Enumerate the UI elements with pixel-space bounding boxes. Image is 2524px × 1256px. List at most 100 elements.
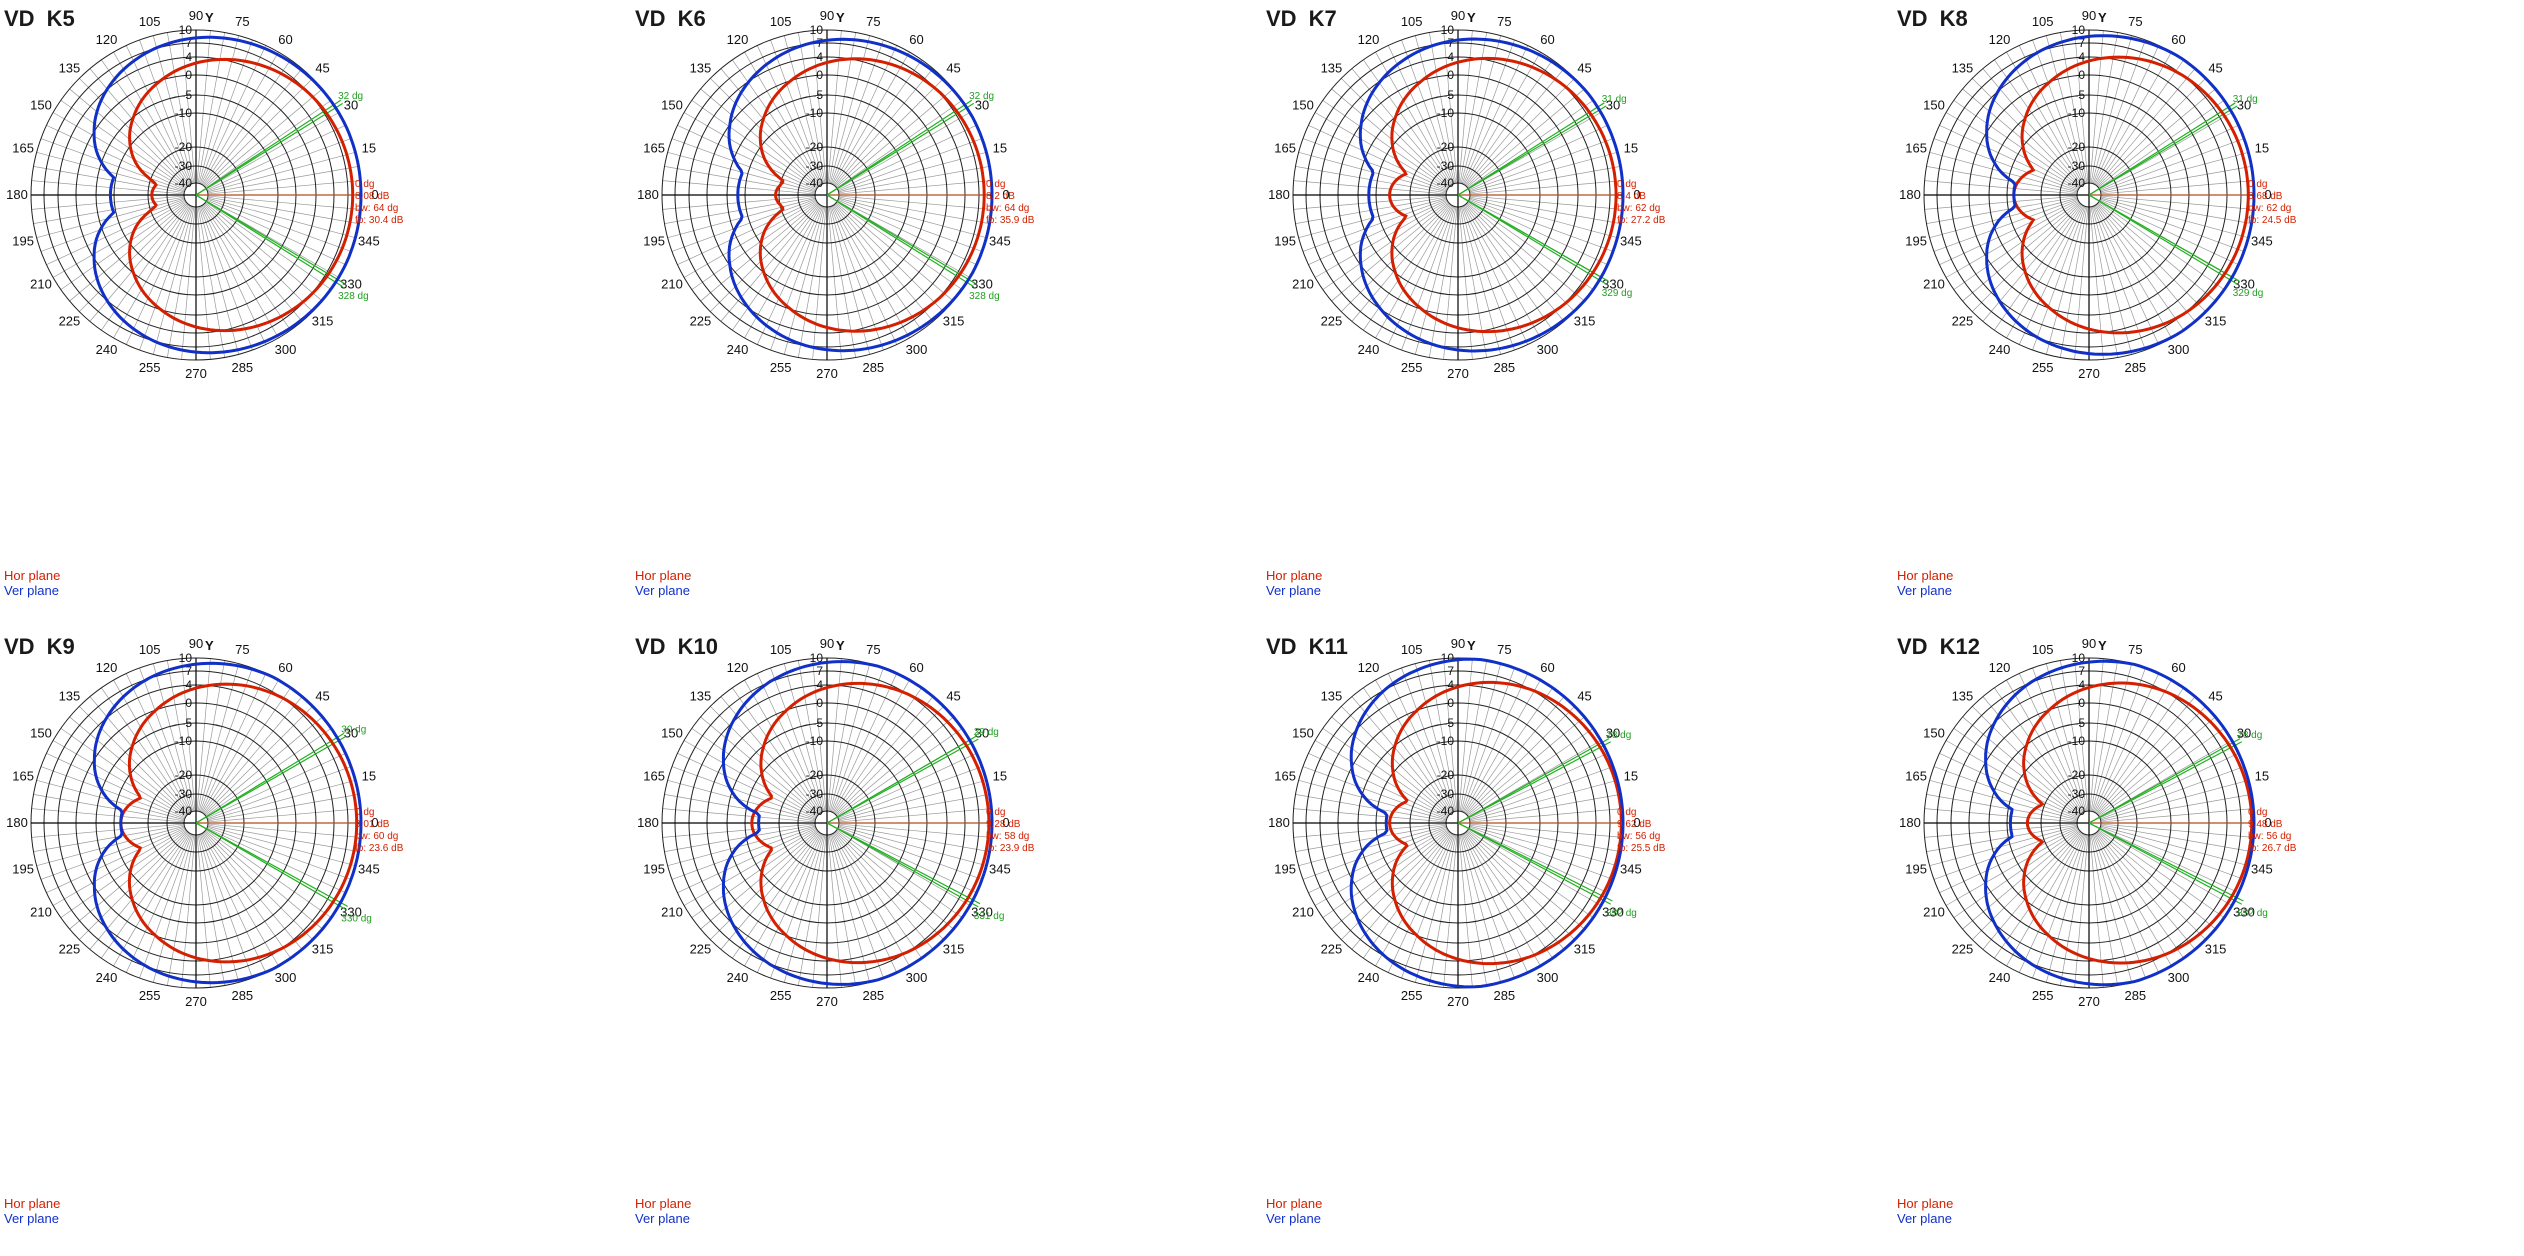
beamwidth-label: 31 dg [2233,94,2258,105]
grid-spoke [1460,663,1502,812]
grid-spoke [1302,198,1447,252]
beamwidth-label: 32 dg [969,91,994,102]
angle-tick-label: 75 [2128,642,2142,657]
grid-spoke [1466,830,1585,930]
angle-tick-label: 255 [139,988,161,1003]
grid-spoke [2098,728,2225,817]
grid-spoke [1933,198,2078,252]
grid-spoke [200,833,267,973]
beamwidth-line [2088,105,2238,196]
grid-spoke [732,687,821,814]
grid-spoke [46,124,186,191]
angle-tick-label: 210 [1292,905,1314,920]
ring-db-label: 7 [2078,36,2085,50]
grid-spoke [1460,35,1502,184]
angle-tick-label: 210 [30,905,52,920]
grid-spoke [671,138,816,192]
grid-spoke [836,829,963,918]
vertical-plane-pattern [1349,657,1625,989]
grid-spoke [2100,197,2249,239]
vertical-plane-pattern [1358,37,1625,353]
beamwidth-label: 332 dg [1606,908,1637,919]
grid-spoke [207,196,359,224]
grid-spoke [1467,829,1594,918]
grid-spoke [1295,794,1447,822]
angle-tick-label: 240 [727,342,749,357]
angle-tick-label: 330 [340,277,362,292]
panel-title: VD K12 [1897,634,1981,659]
grid-spoke [836,100,963,189]
pattern-info-text: 0 dg [355,179,374,190]
grid-spoke [52,200,186,278]
grid-spoke [838,766,983,820]
grid-spoke [833,832,922,959]
ring-db-label: -5 [1443,716,1454,730]
grid-spoke [828,834,856,986]
grid-spoke [33,196,185,224]
legend-hor-plane: Hor plane [635,568,692,583]
grid-spoke [205,829,332,918]
angle-tick-label: 45 [315,688,329,703]
grid-spoke [833,204,922,331]
pattern-info-text: 8.2 dB [986,191,1015,202]
grid-spoke [1308,752,1448,819]
grid-spoke [201,833,279,967]
grid-spoke [1939,827,2079,894]
angle-tick-label: 135 [1321,688,1343,703]
angle-tick-label: 135 [690,688,712,703]
grid-spoke [1994,59,2083,186]
beamwidth-label: 329 dg [1602,288,1633,299]
grid-spoke [1972,831,2081,940]
grid-spoke [2092,206,2146,351]
grid-spoke [2096,68,2196,187]
grid-spoke [125,833,192,973]
angle-tick-label: 180 [6,815,28,830]
grid-spoke [1462,833,1529,973]
ring-db-label: -40 [2068,176,2086,190]
grid-spoke [835,706,944,815]
angle-tick-label: 195 [1274,861,1296,876]
angle-tick-label: 210 [30,277,52,292]
grid-spoke [2006,679,2084,813]
grid-spoke [1972,203,2081,312]
pattern-info-text: fb: 26.7 dB [2248,843,2297,854]
grid-spoke [2094,205,2172,339]
beamwidth-line [2088,738,2241,824]
pattern-info-text: fb: 30.4 dB [355,215,404,226]
beamwidth-line [1457,194,1607,285]
grid-spoke [838,198,983,252]
grid-spoke [101,204,190,331]
grid-spoke [1924,195,2078,210]
angle-tick-label: 0 [1633,815,1640,830]
grid-spoke [2100,766,2245,820]
y-axis-label: Y [836,638,845,653]
ring-db-label: -5 [812,716,823,730]
grid-spoke [1469,794,1621,822]
grid-spoke [838,808,992,823]
grid-spoke [2092,39,2146,184]
polar-panel: 90 75 60 45 30 15 0 345 330 315 300 285 270 255 240 225… [1262,628,1893,1256]
grid-spoke [812,30,827,184]
grid-spoke [2094,679,2172,813]
grid-spoke [837,124,977,191]
beamwidth-line [826,822,979,908]
grid-spoke [783,206,825,355]
grid-spoke [40,138,185,192]
grid-spoke [1466,203,1575,312]
grid-spoke [1429,834,1457,986]
grid-spoke [683,200,817,278]
ring-db-label: 0 [2078,68,2085,82]
ring-db-label: 4 [1447,50,1454,64]
ring-db-label: 7 [185,664,192,678]
grid-spoke [1953,100,2080,189]
grid-spoke [52,828,186,906]
grid-spoke [1468,124,1608,191]
grid-spoke [838,151,987,193]
angle-tick-label: 285 [231,360,253,375]
grid-spoke [691,728,818,817]
ring-db-label: -20 [175,140,193,154]
grid-spoke [33,794,185,822]
horizontal-plane-pattern [1388,680,1623,966]
grid-spoke [125,45,192,185]
angle-tick-label: 60 [1540,32,1554,47]
